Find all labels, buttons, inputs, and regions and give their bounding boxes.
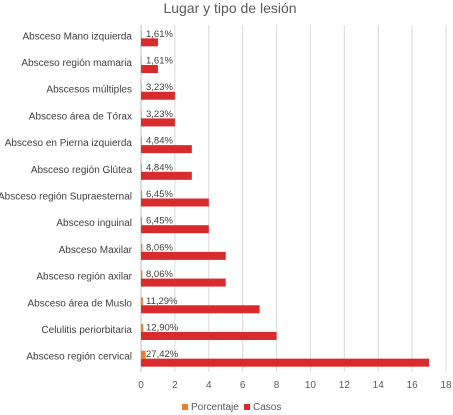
bar-porcentaje — [141, 270, 143, 279]
x-tick-label: 8 — [274, 380, 280, 391]
bar-porcentaje — [141, 217, 143, 226]
category-label: Celulitis periorbitaria — [41, 325, 132, 336]
bar-porcentaje — [141, 30, 142, 39]
bar-casos — [141, 251, 226, 260]
bar-porcentaje — [141, 190, 143, 199]
chart-title: Lugar y tipo de lesión — [163, 0, 296, 16]
x-tick-label: 4 — [206, 380, 212, 391]
data-label-porcentaje: 1,61% — [146, 29, 173, 40]
x-tick-label: 6 — [240, 380, 246, 391]
bar-casos — [141, 305, 260, 314]
data-label-porcentaje: 4,84% — [146, 162, 173, 173]
data-label-porcentaje: 6,45% — [146, 216, 173, 227]
category-label: Absceso área de Muslo — [27, 298, 132, 309]
x-tick-label: 12 — [339, 380, 351, 391]
bar-porcentaje — [141, 137, 142, 146]
data-label-porcentaje: 3,23% — [146, 82, 173, 93]
category-label: Absceso inguinal — [56, 218, 132, 229]
category-label: Absceso Maxilar — [59, 245, 133, 256]
bar-casos — [141, 38, 158, 47]
category-label: Absceso Mano izquierda — [22, 31, 132, 42]
gridlines — [140, 25, 447, 372]
legend-label-porcentaje: Porcentaje — [191, 402, 239, 413]
bar-casos — [141, 118, 175, 127]
bar-casos — [141, 278, 226, 287]
category-label: Absceso región mamaria — [21, 58, 132, 69]
category-label: Abscesos múltiples — [46, 85, 132, 96]
category-label: Absceso región cervical — [26, 352, 132, 363]
legend-label-casos: Casos — [253, 402, 281, 413]
legend-swatch-porcentaje — [182, 404, 188, 410]
bar-casos — [141, 225, 209, 234]
category-label: Absceso región axilar — [36, 272, 132, 283]
bar-casos — [141, 331, 277, 340]
data-labels: 1,61% 1,61% 3,23% 3,23% 4,84% 4,84% 6,45% 6,45%… — [146, 29, 179, 360]
data-label-porcentaje: 8,06% — [146, 242, 173, 253]
category-label: Absceso región Supraesternal — [0, 192, 132, 203]
bar-porcentaje — [141, 297, 143, 306]
bar-porcentaje — [141, 323, 144, 332]
x-tick-label: 16 — [407, 380, 419, 391]
data-label-porcentaje: 1,61% — [146, 56, 173, 67]
data-label-porcentaje: 12,90% — [146, 322, 179, 333]
bar-porcentaje — [141, 110, 142, 119]
bar-porcentaje — [141, 163, 142, 172]
data-label-porcentaje: 4,84% — [146, 136, 173, 147]
data-label-porcentaje: 3,23% — [146, 109, 173, 120]
bar-porcentaje — [141, 83, 142, 92]
x-tick-label: 0 — [138, 380, 144, 391]
x-tick-label: 18 — [440, 380, 452, 391]
legend: Porcentaje Casos — [182, 402, 281, 413]
data-label-porcentaje: 27,42% — [146, 349, 179, 360]
bar-casos — [141, 65, 158, 74]
bar-porcentaje — [141, 57, 142, 66]
bar-casos — [141, 358, 430, 367]
data-label-porcentaje: 8,06% — [146, 269, 173, 280]
bar-casos — [141, 91, 175, 100]
data-label-porcentaje: 6,45% — [146, 189, 173, 200]
bar-casos — [141, 198, 209, 207]
x-axis-ticks: 0 2 4 6 8 10 12 14 16 18 — [138, 380, 452, 391]
category-label: Absceso región Glútea — [31, 165, 133, 176]
x-tick-label: 2 — [172, 380, 178, 391]
bars — [141, 30, 430, 367]
category-label: Absceso área de Tórax — [29, 111, 132, 122]
bar-casos — [141, 145, 192, 154]
category-labels: Absceso Mano izquierda Absceso región mam… — [0, 31, 133, 362]
legend-swatch-casos — [244, 404, 250, 410]
data-label-porcentaje: 11,29% — [146, 296, 178, 307]
bar-casos — [141, 171, 192, 180]
bar-porcentaje — [141, 350, 146, 359]
x-tick-label: 14 — [373, 380, 385, 391]
category-label: Absceso en Pierna izquierda — [5, 138, 133, 149]
bar-porcentaje — [141, 243, 143, 252]
x-tick-label: 10 — [305, 380, 317, 391]
